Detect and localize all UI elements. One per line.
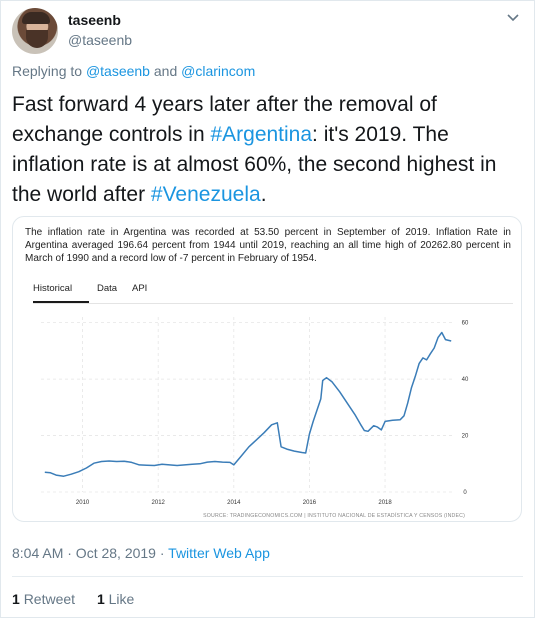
tweet-text-segment: . xyxy=(260,183,267,206)
like-label[interactable]: Like xyxy=(108,591,135,607)
tweet-stats: 1 Retweet 1 Like xyxy=(12,591,134,607)
media-card[interactable]: The inflation rate in Argentina was reco… xyxy=(12,216,522,522)
y-tick-label: 60 xyxy=(462,321,469,327)
x-tick-label: 2014 xyxy=(227,500,241,506)
chevron-down-icon[interactable] xyxy=(503,8,523,28)
tweet-text-segment: : it's 2019. The inflation rate is at al… xyxy=(12,123,497,206)
tweet-header: taseenb @taseenb xyxy=(12,8,523,54)
divider xyxy=(12,576,523,577)
timestamp[interactable]: 8:04 AM · Oct 28, 2019 · xyxy=(12,545,165,561)
x-tick-label: 2016 xyxy=(303,500,317,506)
tab-api[interactable]: API xyxy=(132,283,148,294)
tweet-text-segment: Fast forward 4 years later after the rem… xyxy=(12,93,437,146)
chart-source: SOURCE: TRADINGECONOMICS.COM | INSTITUTO… xyxy=(203,512,465,519)
tab-divider xyxy=(33,303,513,304)
x-tick-label: 2012 xyxy=(152,500,166,506)
tab-data[interactable]: Data xyxy=(97,283,118,294)
tweet-meta: 8:04 AM · Oct 28, 2019 · Twitter Web App xyxy=(12,545,270,561)
hashtag-link[interactable]: #Venezuela xyxy=(150,183,261,206)
inflation-chart: 0 20 40 60 2010 2012 2014 2016 2018 SOURCE: TRA… xyxy=(41,317,469,519)
y-tick-label: 0 xyxy=(463,490,467,496)
y-tick-label: 40 xyxy=(462,377,469,383)
retweet-label[interactable]: Retweet xyxy=(23,591,76,607)
hashtag-link[interactable]: #Argentina xyxy=(210,123,313,146)
reply-user-link[interactable]: @clarincom xyxy=(181,63,256,79)
replying-prefix: Replying to xyxy=(12,63,83,79)
display-name[interactable]: taseenb xyxy=(68,12,121,28)
source-app-link[interactable]: Twitter Web App xyxy=(168,545,270,561)
x-tick-label: 2010 xyxy=(76,500,90,506)
series-line xyxy=(44,331,452,477)
tweet-text: Fast forward 4 years later after the rem… xyxy=(12,90,512,210)
replying-joiner: and xyxy=(153,63,178,79)
x-tick-label: 2018 xyxy=(378,500,392,506)
tab-historical[interactable]: Historical xyxy=(33,283,73,294)
user-handle[interactable]: @taseenb xyxy=(68,32,133,48)
avatar[interactable] xyxy=(12,8,58,54)
replying-to: Replying to @taseenb and @clarincom xyxy=(12,63,255,79)
reply-user-link[interactable]: @taseenb xyxy=(85,63,150,79)
retweet-count[interactable]: 1 xyxy=(12,591,20,607)
like-count[interactable]: 1 xyxy=(96,591,105,607)
active-tab-indicator xyxy=(33,301,89,303)
y-tick-label: 20 xyxy=(462,434,469,440)
chart-summary: The inflation rate in Argentina was reco… xyxy=(25,227,511,264)
